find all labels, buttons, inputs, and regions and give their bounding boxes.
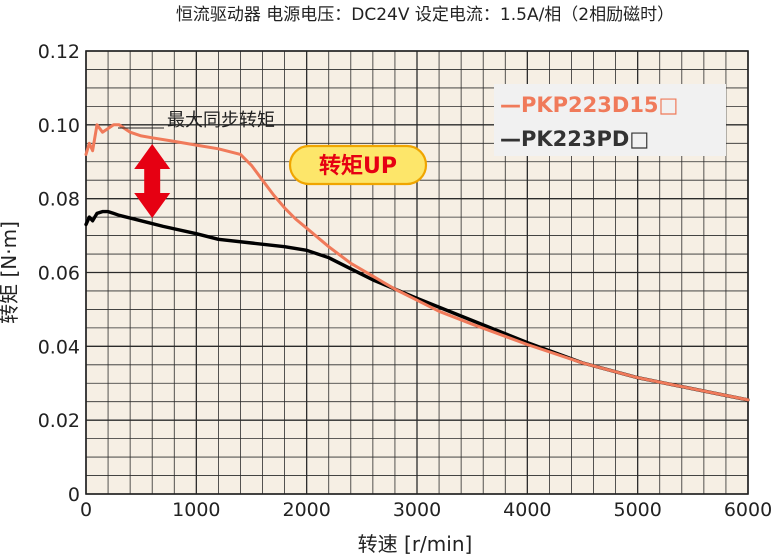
- y-tick-label: 0.02: [38, 410, 80, 432]
- y-axis-label: 转矩 [N·m]: [0, 221, 21, 324]
- x-axis-label: 转速 [r/min]: [358, 532, 473, 556]
- y-tick-label: 0.04: [38, 336, 80, 358]
- legend-entry-pk223pd: —PK223PD□: [500, 127, 649, 151]
- x-tick-label: 0: [80, 499, 92, 521]
- legend: —PKP223D15□ —PK223PD□: [494, 84, 726, 156]
- series-line-pkp223d15: [84, 123, 750, 402]
- x-tick-label: 5000: [613, 499, 661, 521]
- y-tick-label: 0.06: [38, 263, 80, 285]
- x-tick-label: 1000: [172, 499, 220, 521]
- legend-entry-pkp223d15: —PKP223D15□: [500, 93, 678, 117]
- y-tick-label: 0.08: [38, 189, 80, 211]
- legend-box: [494, 84, 726, 156]
- x-tick-label: 4000: [503, 499, 551, 521]
- y-tick-label: 0.12: [38, 41, 80, 63]
- torque-up-badge-text: 转矩UP: [319, 153, 397, 179]
- chart-header: 恒流驱动器 电源电压：DC24V 设定电流：1.5A/相（2相励磁时）: [176, 5, 674, 25]
- x-tick-label: 6000: [724, 499, 772, 521]
- y-tick-label: 0: [68, 484, 80, 506]
- torque-up-badge: [288, 144, 428, 186]
- max-sync-torque-label: 最大同步转矩: [167, 110, 275, 131]
- torque-gain-arrow-icon: [134, 144, 171, 218]
- x-tick-label: 3000: [393, 499, 441, 521]
- plot-frame: [85, 50, 749, 495]
- series-group: [84, 123, 750, 402]
- series-line-pk223pd: [84, 209, 750, 402]
- axis-ticks: 0 0.02 0.04 0.06 0.08 0.10 0.12 0 1000 2000 3000 40…: [38, 41, 772, 521]
- y-tick-label: 0.10: [38, 115, 80, 137]
- x-tick-label: 2000: [282, 499, 330, 521]
